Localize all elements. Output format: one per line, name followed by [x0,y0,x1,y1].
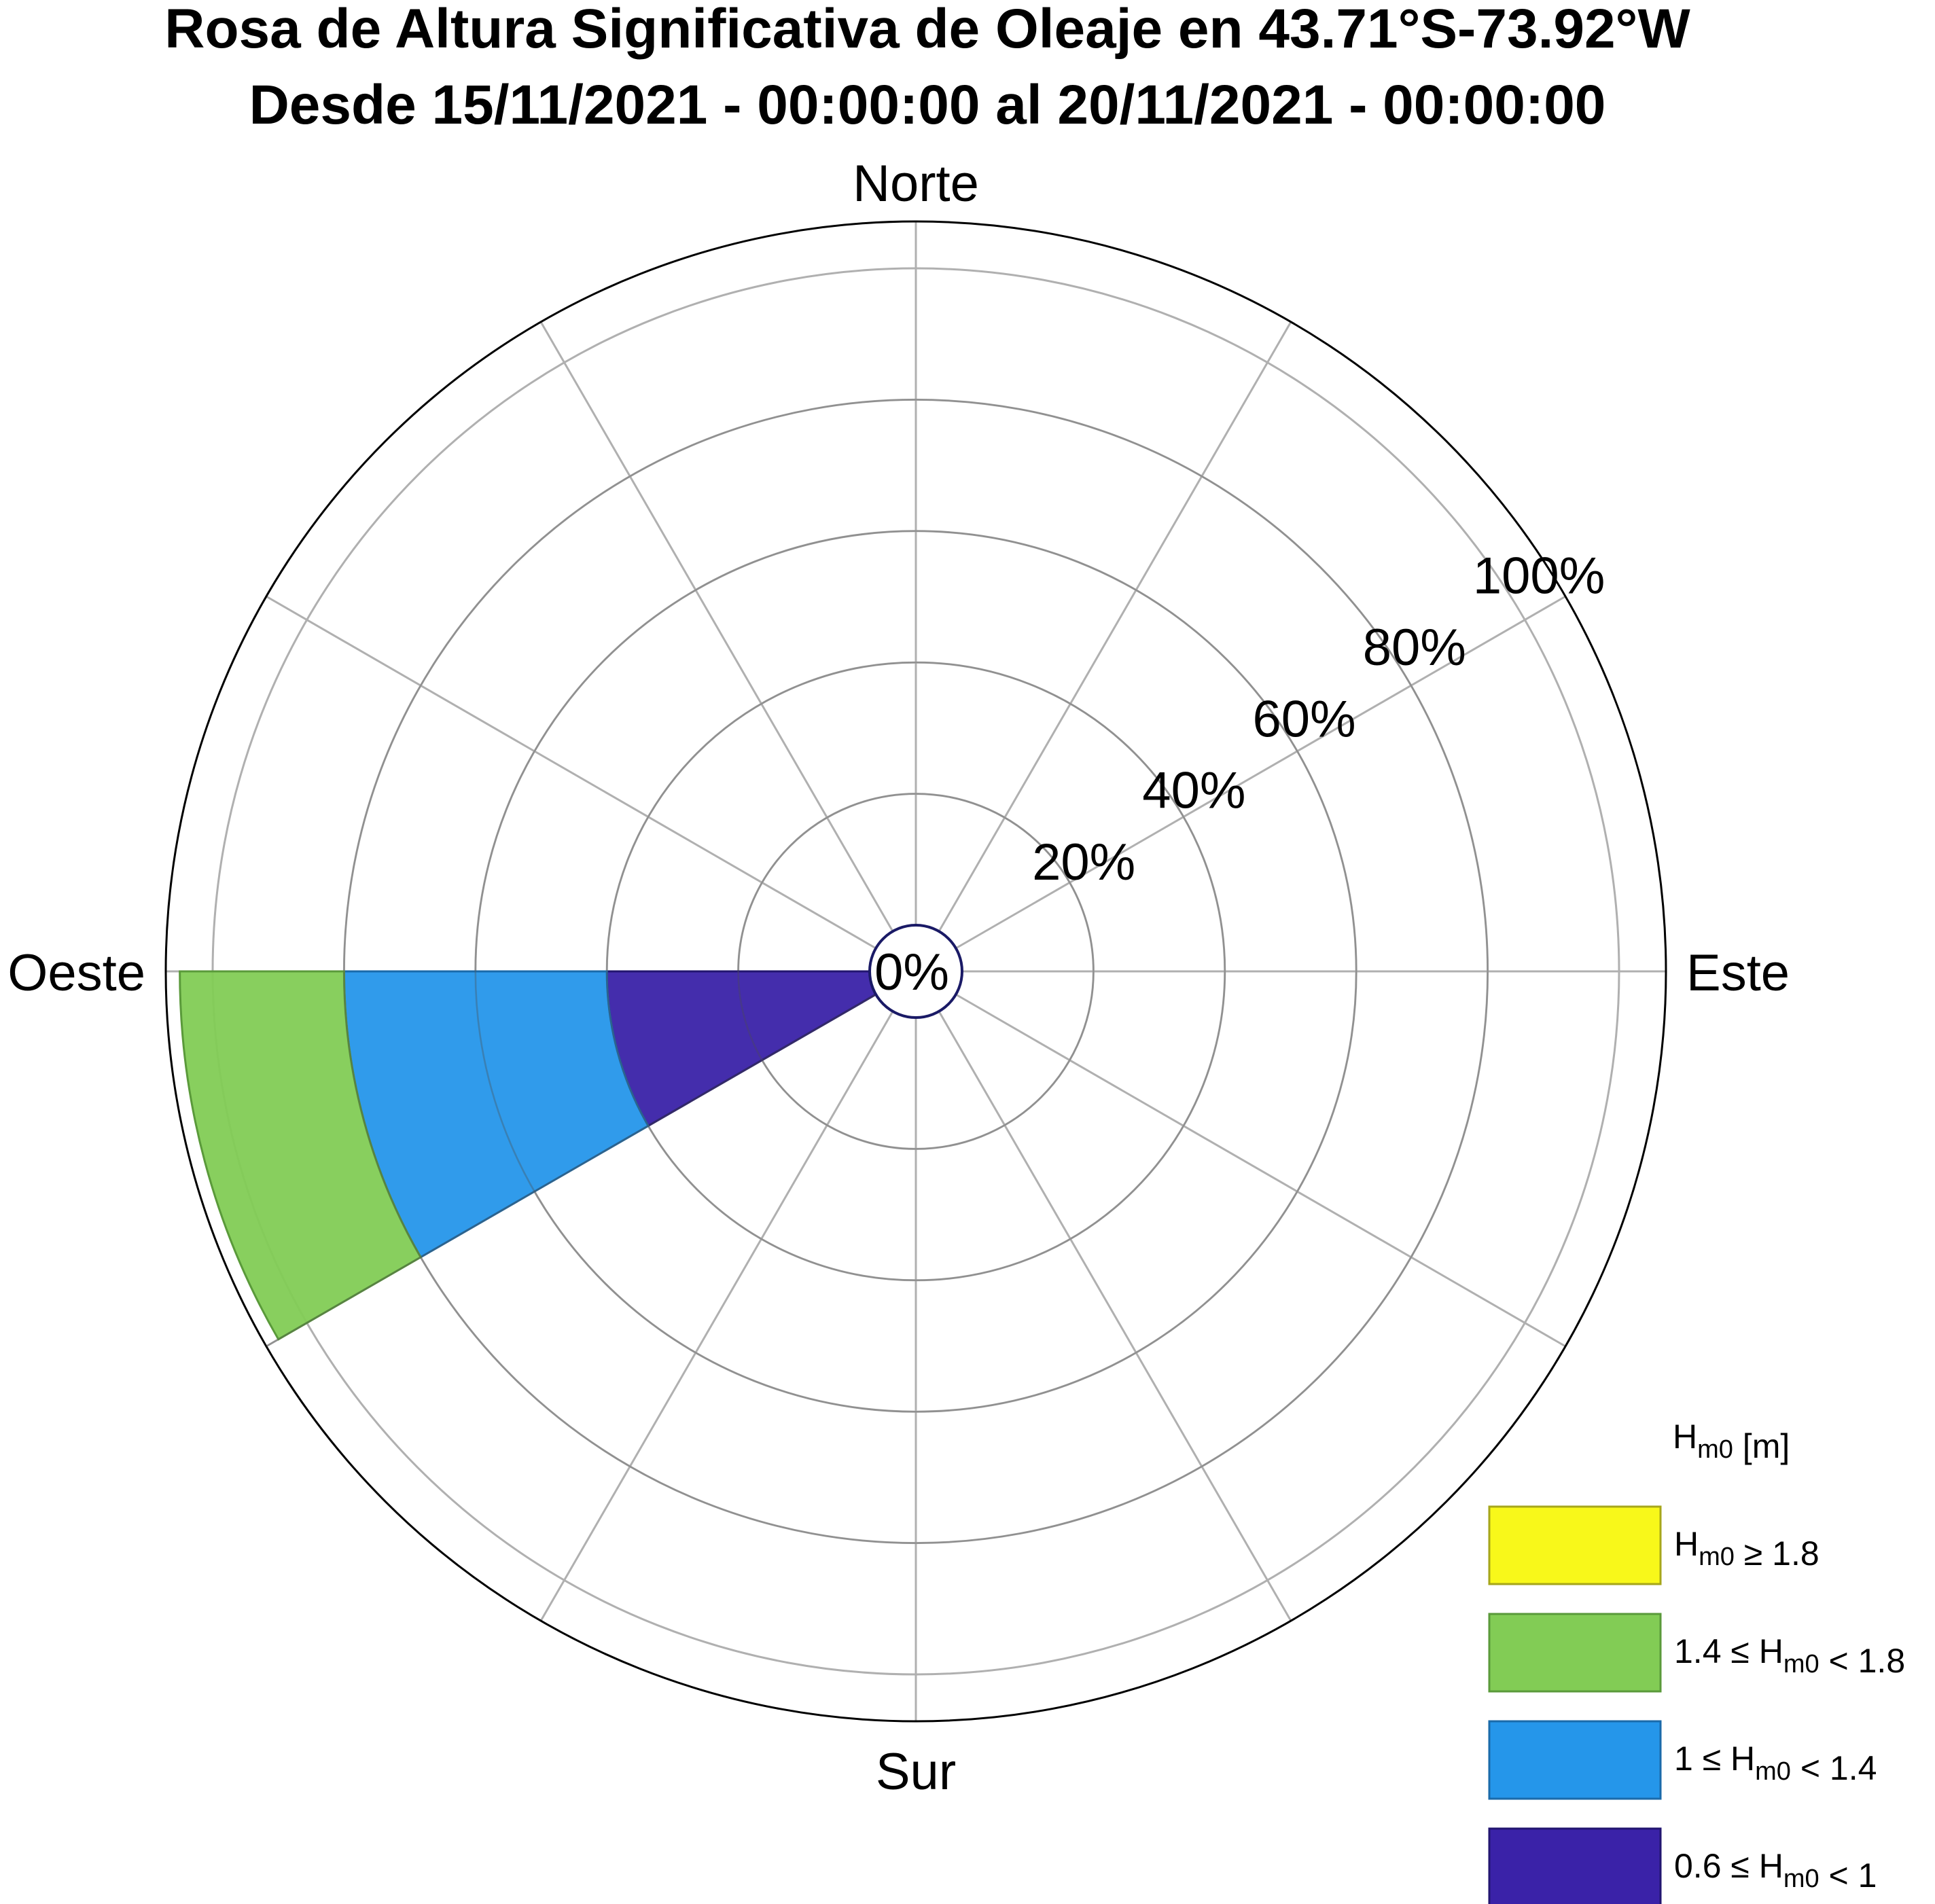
grid-circle-overlay [605,661,1226,1282]
grid-spoke [955,993,1566,1348]
chart-title: Rosa de Altura Significativa de Oleaje e… [164,0,1690,60]
axis-labels: 0% 20%40%60%80%100% Norte Este Sur Oeste [7,155,1790,1801]
grid-circle-overlay [737,793,1095,1150]
grid-circle-overlay [474,530,1357,1413]
grid-spoke [955,595,1566,950]
grid-spoke-overlay [266,993,876,1348]
grid-spoke [938,1011,1292,1621]
direction-label-oeste: Oeste [7,944,145,1002]
legend-title: Hm0 [m] [1673,1418,1790,1465]
direction-label-sur: Sur [876,1743,956,1801]
grid-circle-overlay [343,399,1489,1544]
legend: Hm0 [m] Hm0 ≥ 1.8 1.4 ≤ Hm0 < 1.8 1 ≤ Hm0 <… [1488,1418,1905,1904]
radial-tick-label: 80% [1363,619,1466,677]
radial-tick-label: 100% [1473,547,1605,605]
grid-spoke [539,321,894,932]
grid-spoke [938,321,1292,932]
wedge-2 [179,970,423,1341]
wedge-0 [605,970,920,1128]
chart-subtitle: Desde 15/11/2021 - 00:00:00 al 20/11/202… [249,74,1606,136]
legend-swatch-1 [1488,1613,1662,1693]
grid-spoke [539,1011,894,1621]
direction-label-este: Este [1686,944,1790,1002]
legend-label-3: 0.6 ≤ Hm0 < 1 [1674,1847,1877,1894]
legend-label-2: 1 ≤ Hm0 < 1.4 [1674,1740,1877,1787]
radial-tick-label: 40% [1142,762,1245,820]
outer-boundary [164,220,1667,1723]
center-hub [868,924,963,1019]
legend-label-1: 1.4 ≤ Hm0 < 1.8 [1674,1632,1905,1680]
legend-swatch-0 [1488,1505,1662,1585]
grid-spoke [266,595,876,950]
radial-tick-label: 60% [1252,690,1355,748]
radial-tick-label: 20% [1032,833,1135,891]
legend-label-0: Hm0 ≥ 1.8 [1674,1525,1819,1573]
legend-swatch-2 [1488,1720,1662,1800]
wedges [179,970,920,1341]
grid-overlay [266,399,1489,1544]
radial-tick-label: 0% [874,944,949,1001]
direction-label-norte: Norte [853,155,979,213]
legend-swatch-3 [1488,1827,1662,1904]
